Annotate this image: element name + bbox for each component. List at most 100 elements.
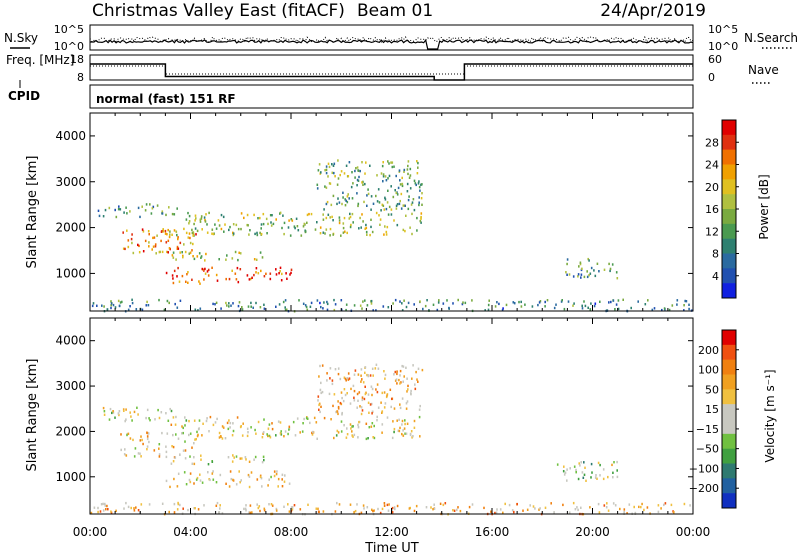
range-cell xyxy=(255,301,257,305)
range-cell xyxy=(566,262,568,266)
range-cell xyxy=(263,303,265,306)
range-cell xyxy=(302,302,305,305)
range-cell xyxy=(340,420,343,423)
range-cell xyxy=(409,432,412,436)
range-cell xyxy=(176,485,179,488)
range-cell xyxy=(400,192,403,196)
range-cell xyxy=(382,175,385,178)
noise-panel: N.Sky N.Search 10^5 10^0 10^5 10^0 xyxy=(4,23,798,53)
range-cell xyxy=(596,477,598,480)
range-cell xyxy=(373,424,375,428)
noise-right-tick-top: 10^5 xyxy=(708,23,738,36)
range-cell xyxy=(227,427,230,431)
range-cell xyxy=(356,192,358,195)
range-cell xyxy=(329,182,332,185)
range-cell xyxy=(158,447,160,450)
range-cell xyxy=(580,461,582,464)
colorbar-swatch xyxy=(722,120,736,136)
range-cell xyxy=(404,204,406,207)
range-cell xyxy=(173,269,176,273)
range-cell xyxy=(575,471,577,474)
range-cell xyxy=(354,369,357,372)
range-cell xyxy=(432,508,434,511)
range-cell xyxy=(112,303,115,307)
range-cell xyxy=(379,223,381,226)
range-cell xyxy=(171,233,173,236)
range-cell xyxy=(201,434,203,437)
range-cell xyxy=(371,393,373,397)
range-cell xyxy=(298,299,300,302)
range-cell xyxy=(462,301,464,304)
range-cell xyxy=(267,484,269,487)
range-cell xyxy=(267,222,269,226)
range-cell xyxy=(255,432,257,435)
range-cell xyxy=(243,507,245,511)
range-cell xyxy=(145,203,148,206)
range-cell xyxy=(187,236,190,239)
range-cell xyxy=(359,169,361,173)
range-cell xyxy=(587,306,589,309)
range-cell xyxy=(384,402,387,405)
range-cell xyxy=(581,267,583,270)
range-cell xyxy=(133,509,136,512)
range-cell xyxy=(580,506,582,509)
range-cell xyxy=(393,407,396,410)
range-cell xyxy=(404,422,406,426)
range-cell xyxy=(414,182,417,185)
noise-left-tick-bottom: 10^0 xyxy=(54,40,84,53)
range-cell xyxy=(230,477,233,481)
y-tick-label: 3000 xyxy=(55,379,86,393)
range-cell xyxy=(256,478,259,481)
range-cell xyxy=(232,232,235,235)
range-cell xyxy=(275,509,278,512)
range-cell xyxy=(403,170,405,173)
range-cell xyxy=(204,272,207,275)
range-cell xyxy=(379,218,382,221)
range-cell xyxy=(226,421,229,425)
range-cell xyxy=(110,300,112,303)
time-tick-label: 04:00 xyxy=(173,525,208,539)
range-cell xyxy=(404,432,406,435)
range-cell xyxy=(284,474,286,477)
range-cell xyxy=(225,301,227,305)
range-cell xyxy=(651,308,654,312)
range-cell xyxy=(317,395,320,398)
range-cell xyxy=(228,302,230,305)
range-cell xyxy=(168,235,171,239)
range-cell xyxy=(340,170,343,173)
range-cell xyxy=(218,431,221,435)
range-cell xyxy=(206,231,209,234)
range-cell xyxy=(321,390,324,394)
range-cell xyxy=(393,373,395,376)
range-cell xyxy=(102,215,105,218)
range-cell xyxy=(97,506,99,510)
cpid-panel-frame xyxy=(89,84,694,109)
range-cell xyxy=(426,299,428,302)
range-cell xyxy=(317,399,319,402)
range-cell xyxy=(191,462,194,465)
range-cell xyxy=(598,270,600,273)
range-cell xyxy=(347,372,350,375)
range-cell xyxy=(211,266,213,269)
range-cell xyxy=(189,236,191,240)
range-cell xyxy=(260,223,263,226)
range-cell xyxy=(130,506,132,510)
range-cell xyxy=(395,207,398,210)
range-cell xyxy=(204,267,206,271)
range-cell xyxy=(199,220,202,223)
range-cell xyxy=(306,417,309,420)
range-cell xyxy=(229,225,231,229)
range-cell xyxy=(120,448,122,452)
range-cell xyxy=(197,428,200,431)
range-cell xyxy=(220,227,223,231)
range-cell xyxy=(389,388,392,391)
colorbar-swatch xyxy=(722,419,736,435)
range-cell xyxy=(405,407,408,410)
range-cell xyxy=(158,298,160,302)
range-cell xyxy=(353,433,356,437)
range-cell xyxy=(399,374,401,377)
range-cell xyxy=(184,416,186,419)
range-cell xyxy=(411,212,413,216)
range-cell xyxy=(179,503,181,507)
range-cell xyxy=(564,471,567,474)
